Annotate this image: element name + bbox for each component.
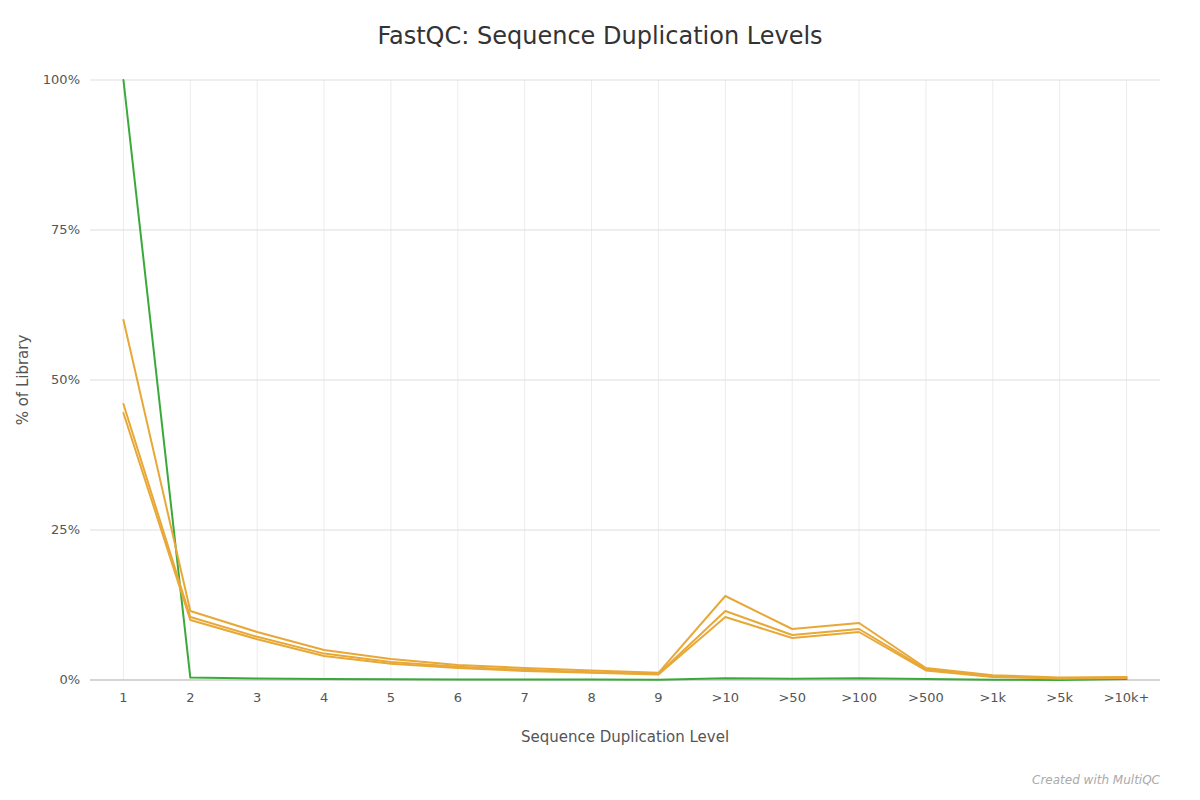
- y-tick-label: 75%: [51, 222, 80, 237]
- y-grid-line: [90, 80, 1160, 81]
- title: FastQC: Sequence Duplication Levels: [377, 22, 822, 50]
- y-tick-label: 0%: [59, 672, 80, 687]
- x-tick-label: >100: [841, 690, 877, 705]
- watermark: Created with MultiQC: [1032, 773, 1161, 787]
- x-tick-label: >500: [908, 690, 944, 705]
- x-tick-label: 6: [454, 690, 462, 705]
- x-tick-label: >1k: [979, 690, 1006, 705]
- y-axis-label: % of Library: [14, 335, 32, 426]
- x-tick-label: >10k+: [1104, 690, 1150, 705]
- series-line: [123, 404, 1126, 678]
- x-tick-label: 1: [119, 690, 127, 705]
- series-line: [123, 80, 1126, 680]
- grid: [90, 80, 1160, 680]
- x-tick-label: >10: [712, 690, 739, 705]
- x-tick-label: 9: [654, 690, 662, 705]
- x-tick-label: 7: [521, 690, 529, 705]
- y-grid-line: [90, 380, 1160, 381]
- x-axis: 1 2 3 4 5 6 7 8 9 >10 >50 >100 >500 >1k >5k >10k+: [119, 690, 1149, 705]
- x-tick-label: >5k: [1046, 690, 1073, 705]
- x-tick-label: 5: [387, 690, 395, 705]
- x-tick-label: 8: [587, 690, 595, 705]
- y-tick-label: 100%: [43, 72, 80, 87]
- plot-area: [123, 80, 1126, 680]
- series-line: [123, 413, 1126, 679]
- x-axis-label: Sequence Duplication Level: [521, 728, 729, 746]
- y-axis: 0% 25% 50% 75% 100%: [43, 72, 80, 687]
- y-tick-label: 25%: [51, 522, 80, 537]
- x-tick-label: 4: [320, 690, 328, 705]
- x-tick-label: >50: [778, 690, 805, 705]
- x-tick-label: 3: [253, 690, 261, 705]
- series-line: [123, 320, 1126, 678]
- y-grid-line: [90, 230, 1160, 231]
- chart: 0% 25% 50% 75% 100% 1 2 3 4 5 6 7 8 9 >10 >50 >100 >500 >1…: [0, 0, 1200, 800]
- y-grid-line: [90, 530, 1160, 531]
- x-tick-label: 2: [186, 690, 194, 705]
- y-tick-label: 50%: [51, 372, 80, 387]
